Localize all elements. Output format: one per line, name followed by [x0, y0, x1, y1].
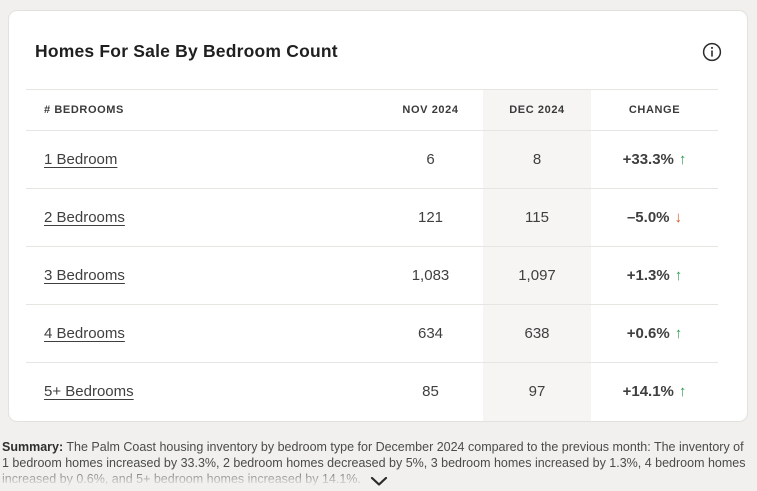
table-row: 1 Bedroom 6 8 +33.3% ↑: [26, 130, 718, 189]
table-row: 5+ Bedrooms 85 97 +14.1% ↑: [26, 362, 718, 421]
column-header-nov-2024: NOV 2024: [378, 89, 483, 131]
expand-summary-button[interactable]: [366, 472, 391, 491]
bedroom-count-table: # BEDROOMS NOV 2024 DEC 2024 CHANGE 1 Be…: [26, 89, 718, 421]
change-value: –5.0% ↓: [591, 188, 718, 247]
nov-value: 1,083: [378, 246, 483, 305]
card-title: Homes For Sale By Bedroom Count: [35, 41, 338, 61]
table-row: 3 Bedrooms 1,083 1,097 +1.3% ↑: [26, 246, 718, 305]
bedroom-type-link[interactable]: 5+ Bedrooms: [44, 383, 134, 401]
bedroom-type-link[interactable]: 2 Bedrooms: [44, 209, 125, 226]
bedroom-type-link[interactable]: 4 Bedrooms: [44, 325, 125, 342]
nov-value: 121: [378, 188, 483, 247]
trend-arrow-icon: ↑: [674, 325, 683, 342]
trend-arrow-icon: ↑: [678, 151, 687, 168]
dec-value: 97: [483, 362, 591, 421]
column-header-change: CHANGE: [591, 89, 718, 131]
homes-for-sale-card: Homes For Sale By Bedroom Count # BEDROO…: [8, 10, 748, 422]
dec-value: 1,097: [483, 246, 591, 305]
trend-arrow-icon: ↑: [678, 383, 687, 401]
summary-label: Summary:: [2, 440, 64, 454]
dec-value: 638: [483, 304, 591, 363]
dec-value: 115: [483, 188, 591, 247]
chevron-down-icon: [370, 476, 387, 486]
bedroom-type-link[interactable]: 3 Bedrooms: [44, 267, 125, 284]
table-row: 4 Bedrooms 634 638 +0.6% ↑: [26, 304, 718, 363]
column-header-bedrooms: # BEDROOMS: [26, 89, 378, 131]
change-value: +14.1% ↑: [622, 383, 687, 401]
change-value: +1.3% ↑: [591, 246, 718, 305]
info-icon: [702, 42, 722, 62]
table-row: 2 Bedrooms 121 115 –5.0% ↓: [26, 188, 718, 247]
trend-arrow-icon: ↓: [674, 209, 683, 226]
nov-value: 6: [378, 130, 483, 189]
change-value: +0.6% ↑: [591, 304, 718, 363]
change-value: +33.3% ↑: [591, 130, 718, 189]
table-header-row: # BEDROOMS NOV 2024 DEC 2024 CHANGE: [26, 89, 718, 131]
bedroom-type-link[interactable]: 1 Bedroom: [44, 151, 118, 168]
column-header-dec-2024: DEC 2024: [483, 89, 591, 131]
nov-value: 634: [378, 304, 483, 363]
info-button[interactable]: [702, 42, 722, 62]
dec-value: 8: [483, 130, 591, 189]
trend-arrow-icon: ↑: [674, 267, 683, 284]
nov-value: 85: [422, 383, 439, 401]
